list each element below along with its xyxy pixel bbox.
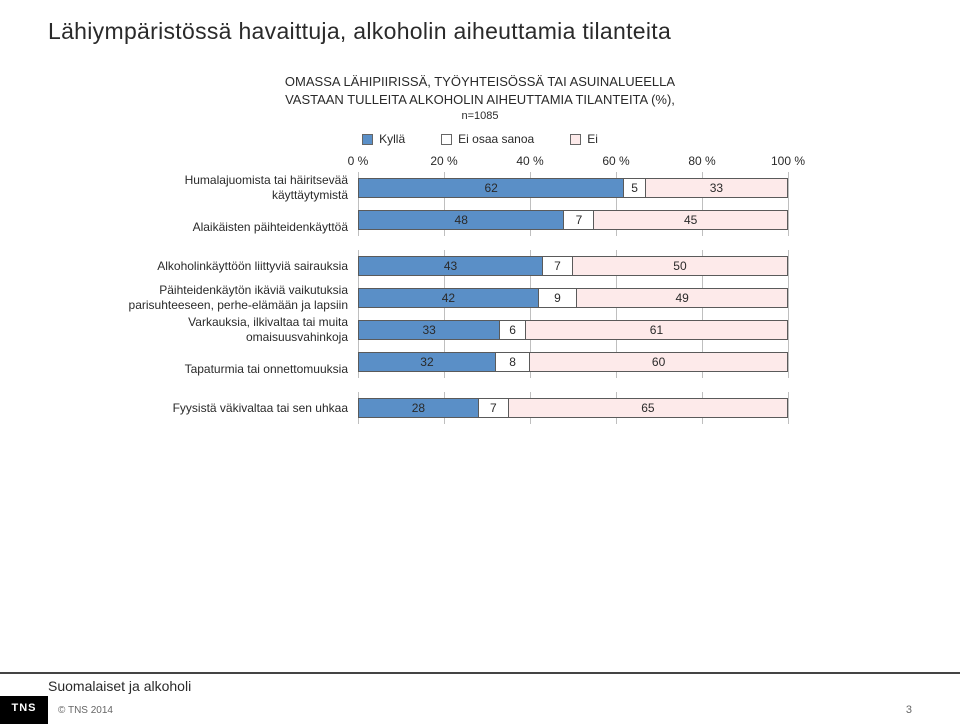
- grid-line: [788, 346, 789, 378]
- legend-swatch: [441, 134, 452, 145]
- axis-tick-label: 0 %: [348, 154, 369, 168]
- bar-segment: 9: [539, 289, 578, 307]
- bar-segment: 7: [543, 257, 573, 275]
- bar-row: 43750: [358, 250, 788, 282]
- chart-header-line2: VASTAAN TULLEITA ALKOHOLIN AIHEUTTAMIA T…: [48, 91, 912, 109]
- bar-track: 33661: [358, 320, 788, 340]
- legend-label: Kyllä: [379, 132, 405, 146]
- plot-area: 62533: [358, 172, 788, 204]
- bar-segment: 49: [577, 289, 787, 307]
- category-label: Fyysistä väkivaltaa tai sen uhkaa: [108, 401, 358, 416]
- footer-bottom: TNS © TNS 2014 3: [0, 696, 960, 724]
- bar-segment: 8: [496, 353, 530, 371]
- grid-line: [788, 172, 789, 204]
- page-title: Lähiympäristössä havaittuja, alkoholin a…: [48, 18, 912, 45]
- bar-track: 43750: [358, 256, 788, 276]
- chart-row: Varkauksia, ilkivaltaa tai muitaomaisuus…: [108, 314, 808, 346]
- chart-row: Päihteidenkäytön ikäviä vaikutuksiaparis…: [108, 282, 808, 314]
- legend: Kyllä Ei osaa sanoa Ei: [48, 132, 912, 146]
- bar-row: 28765: [358, 392, 788, 424]
- plot-area: 33661: [358, 314, 788, 346]
- chart-header: OMASSA LÄHIPIIRISSÄ, TYÖYHTEISÖSSÄ TAI A…: [48, 73, 912, 122]
- copyright: © TNS 2014: [48, 705, 906, 716]
- plot-area: 42949: [358, 282, 788, 314]
- category-label: Tapaturmia tai onnettomuuksia: [108, 362, 358, 377]
- grid-line: [788, 282, 789, 314]
- bar-segment: 65: [509, 399, 787, 417]
- axis-tick-label: 20 %: [430, 154, 457, 168]
- category-label: Humalajuomista tai häiritsevääkäyttäytym…: [108, 173, 358, 203]
- tns-logo: TNS: [0, 696, 48, 724]
- legend-swatch: [570, 134, 581, 145]
- slide: Lähiympäristössä havaittuja, alkoholin a…: [0, 0, 960, 424]
- bar-segment: 5: [624, 179, 645, 197]
- legend-item: Kyllä: [362, 132, 405, 146]
- bar-row: 33661: [358, 314, 788, 346]
- bar-segment: 7: [479, 399, 509, 417]
- page-number: 3: [906, 704, 912, 716]
- category-label: Alaikäisten päihteidenkäyttöä: [108, 220, 358, 235]
- bar-row: 42949: [358, 282, 788, 314]
- plot-area: 28765: [358, 392, 788, 424]
- bar-row: 62533: [358, 172, 788, 204]
- footer-source: Suomalaiset ja alkoholi: [48, 678, 191, 694]
- bar-segment: 6: [500, 321, 526, 339]
- chart: 0 % 20 % 40 % 60 % 80 % 100 % Humalajuomista …: [108, 154, 808, 424]
- bar-segment: 62: [359, 179, 624, 197]
- plot-area: 43750: [358, 250, 788, 282]
- legend-item: Ei: [570, 132, 598, 146]
- axis-row: 0 % 20 % 40 % 60 % 80 % 100 %: [108, 154, 808, 172]
- grid-line: [788, 314, 789, 346]
- axis-tick-label: 60 %: [602, 154, 629, 168]
- footer-source-band: Suomalaiset ja alkoholi: [0, 672, 960, 694]
- bar-segment: 42: [359, 289, 539, 307]
- bar-segment: 50: [573, 257, 787, 275]
- chart-row: Alaikäisten päihteidenkäyttöä48745: [108, 204, 808, 250]
- legend-swatch: [362, 134, 373, 145]
- bar-segment: 32: [359, 353, 496, 371]
- bar-row: 32860: [358, 346, 788, 378]
- bar-track: 42949: [358, 288, 788, 308]
- bar-row: 48745: [358, 204, 788, 236]
- chart-row: Fyysistä väkivaltaa tai sen uhkaa28765: [108, 392, 808, 424]
- bar-segment: 28: [359, 399, 479, 417]
- bar-segment: 60: [530, 353, 787, 371]
- legend-label: Ei: [587, 132, 598, 146]
- axis-tick-label: 100 %: [771, 154, 805, 168]
- bar-segment: 48: [359, 211, 564, 229]
- legend-label: Ei osaa sanoa: [458, 132, 534, 146]
- legend-item: Ei osaa sanoa: [441, 132, 534, 146]
- bar-segment: 45: [594, 211, 787, 229]
- chart-header-sub: n=1085: [48, 110, 912, 122]
- plot-area: 32860: [358, 346, 788, 392]
- plot-area: 48745: [358, 204, 788, 250]
- bar-track: 32860: [358, 352, 788, 372]
- bar-track: 62533: [358, 178, 788, 198]
- bar-segment: 61: [526, 321, 787, 339]
- bar-track: 28765: [358, 398, 788, 418]
- bar-segment: 43: [359, 257, 543, 275]
- chart-header-line1: OMASSA LÄHIPIIRISSÄ, TYÖYHTEISÖSSÄ TAI A…: [48, 73, 912, 91]
- grid-line: [788, 250, 789, 282]
- bars-container: Humalajuomista tai häiritsevääkäyttäytym…: [108, 172, 808, 424]
- grid-line: [788, 204, 789, 236]
- category-label: Alkoholinkäyttöön liittyviä sairauksia: [108, 259, 358, 274]
- chart-row: Alkoholinkäyttöön liittyviä sairauksia43…: [108, 250, 808, 282]
- category-label: Varkauksia, ilkivaltaa tai muitaomaisuus…: [108, 315, 358, 345]
- chart-row: Tapaturmia tai onnettomuuksia32860: [108, 346, 808, 392]
- bar-segment: 33: [646, 179, 787, 197]
- chart-row: Humalajuomista tai häiritsevääkäyttäytym…: [108, 172, 808, 204]
- bar-segment: 33: [359, 321, 500, 339]
- bar-track: 48745: [358, 210, 788, 230]
- bar-segment: 7: [564, 211, 594, 229]
- category-label: Päihteidenkäytön ikäviä vaikutuksiaparis…: [108, 283, 358, 313]
- grid-line: [788, 392, 789, 424]
- axis-tick-label: 40 %: [516, 154, 543, 168]
- axis-tick-label: 80 %: [688, 154, 715, 168]
